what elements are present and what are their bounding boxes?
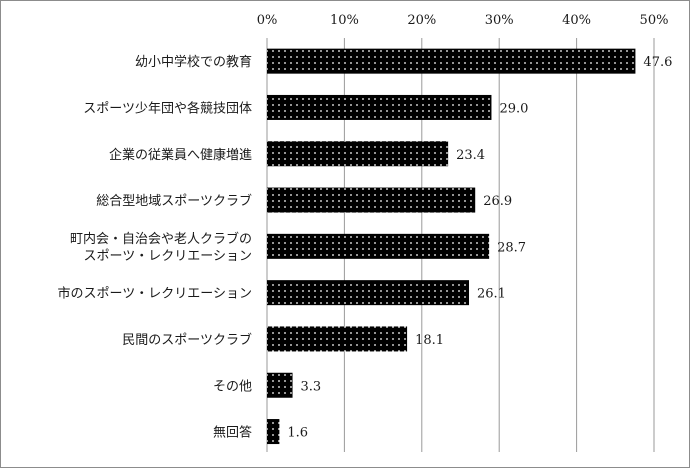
category-label: 市のスポーツ・レクリエーション: [58, 286, 252, 302]
value-label: 18.1: [415, 333, 444, 348]
value-label: 47.6: [643, 55, 672, 70]
bar: [267, 187, 476, 213]
x-tick-label: 30%: [485, 13, 514, 28]
x-tick-label: 0%: [257, 13, 278, 28]
category-label: 民間のスポーツクラブ: [122, 332, 252, 348]
category-label: 無回答: [213, 425, 252, 441]
category-label: 総合型地域スポーツクラブ: [96, 193, 252, 209]
bar: [267, 280, 470, 306]
value-label: 26.9: [483, 194, 512, 209]
category-label: スポーツ少年団や各競技団体: [83, 100, 252, 116]
x-tick-label: 20%: [407, 13, 436, 28]
value-label: 1.6: [287, 426, 308, 441]
category-label: その他: [213, 379, 252, 394]
category-labels: 幼小中学校での教育スポーツ少年団や各競技団体企業の従業員へ健康増進総合型地域スポ…: [58, 54, 252, 440]
category-label: 町内会・自治会や老人クラブの: [70, 231, 252, 247]
value-labels: 47.6 29.0 23.4 26.9 28.7 26.1 18.1 3.3 1.6: [287, 55, 672, 440]
bar: [267, 372, 293, 398]
x-tick-label: 50%: [640, 13, 669, 28]
value-label: 28.7: [497, 240, 526, 255]
bar: [267, 141, 449, 167]
x-axis-ticks: 0% 10% 20% 30% 40% 50%: [257, 13, 669, 28]
value-label: 3.3: [301, 379, 322, 394]
category-label: スポーツ・レクリエーション: [84, 249, 252, 264]
bar: [267, 48, 636, 74]
value-label: 29.0: [499, 101, 528, 116]
category-label: 幼小中学校での教育: [135, 54, 252, 70]
bars: [267, 48, 636, 445]
category-label: 企業の従業員へ健康増進: [109, 147, 252, 163]
x-tick-label: 40%: [562, 13, 591, 28]
bar: [267, 94, 492, 120]
value-label: 23.4: [456, 148, 485, 163]
value-label: 26.1: [477, 287, 506, 302]
x-tick-label: 10%: [330, 13, 359, 28]
bar: [267, 326, 408, 352]
bar: [267, 233, 490, 259]
bar: [267, 419, 280, 445]
